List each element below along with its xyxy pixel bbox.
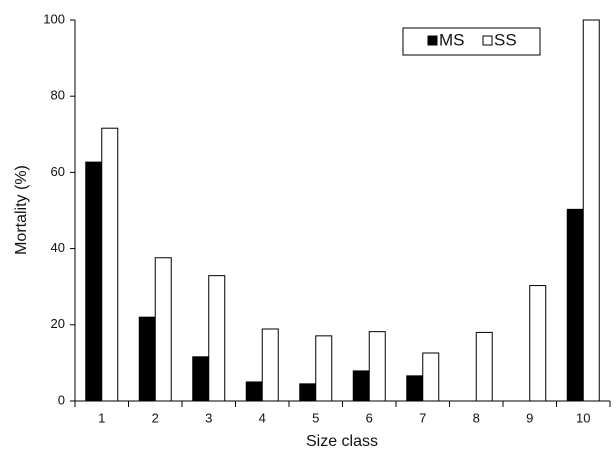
legend-swatch <box>427 35 438 46</box>
bar <box>101 127 119 402</box>
bar <box>154 257 172 402</box>
legend-label: MS <box>439 30 465 49</box>
bar <box>208 275 226 402</box>
x-tick-label: 8 <box>473 410 480 425</box>
x-tick-label: 3 <box>205 410 212 425</box>
legend-box <box>402 27 541 56</box>
bar <box>529 285 547 402</box>
x-tick-label: 2 <box>152 410 159 425</box>
bar <box>299 383 317 402</box>
y-tick-label: 60 <box>51 164 65 179</box>
legend-label: SS <box>494 30 517 49</box>
bar <box>192 356 210 402</box>
legend-swatch <box>482 35 493 46</box>
bar <box>352 370 370 402</box>
bar <box>138 316 156 402</box>
bar <box>368 331 386 402</box>
bar <box>566 208 584 402</box>
x-tick-label: 9 <box>526 410 533 425</box>
bar <box>315 335 333 402</box>
bar <box>475 331 493 402</box>
x-tick-label: 5 <box>312 410 319 425</box>
x-tick-label: 7 <box>419 410 426 425</box>
bar <box>422 352 440 402</box>
y-tick-label: 0 <box>58 392 65 407</box>
bar <box>245 381 263 402</box>
x-axis-label: Size class <box>306 433 378 450</box>
x-tick-label: 1 <box>98 410 105 425</box>
y-tick-label: 20 <box>51 316 65 331</box>
x-tick-label: 6 <box>366 410 373 425</box>
x-tick-label: 10 <box>576 410 590 425</box>
bar <box>582 19 600 402</box>
y-axis-label: Mortality (%) <box>13 165 30 255</box>
bar <box>85 161 103 402</box>
bar <box>406 375 424 402</box>
bar <box>261 328 279 402</box>
y-tick-label: 80 <box>51 88 65 103</box>
x-tick-label: 4 <box>259 410 266 425</box>
y-tick-label: 100 <box>43 11 65 26</box>
y-tick-label: 40 <box>51 240 65 255</box>
